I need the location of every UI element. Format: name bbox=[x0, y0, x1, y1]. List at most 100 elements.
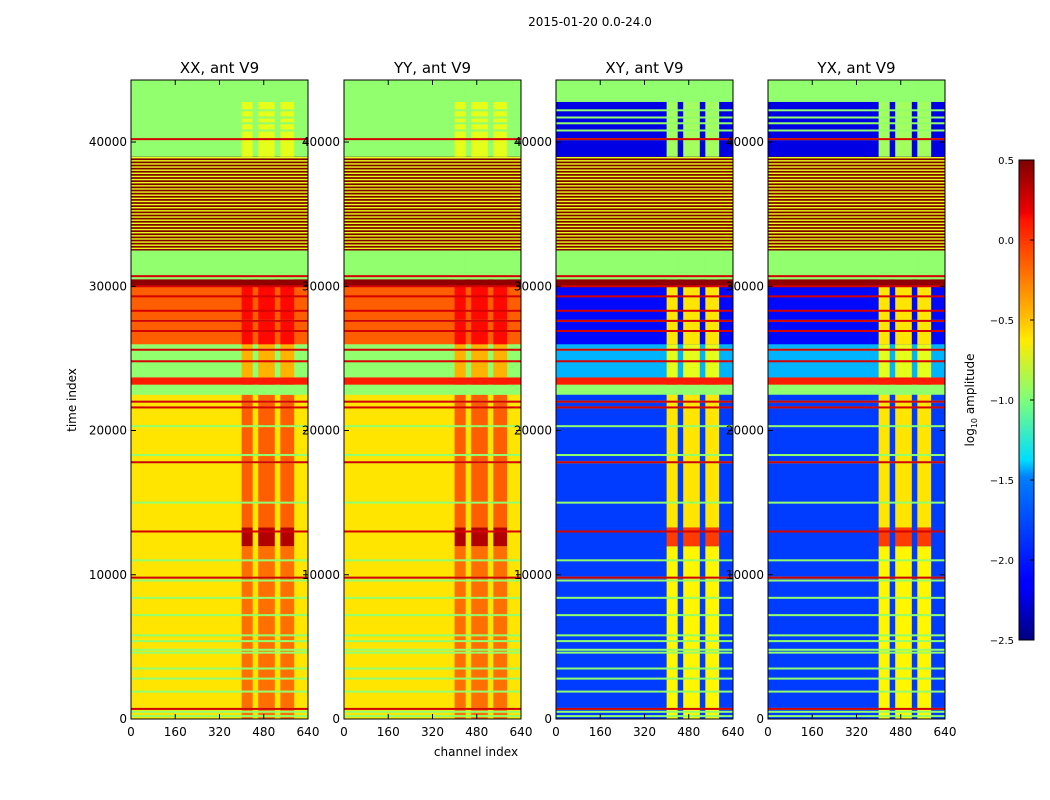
heatmap-band bbox=[493, 279, 508, 287]
high-amplitude-row bbox=[131, 707, 308, 710]
x-tick-label: 480 bbox=[252, 725, 275, 739]
heatmap-band bbox=[666, 394, 678, 528]
heatmap-block bbox=[344, 377, 521, 385]
high-amplitude-row bbox=[344, 295, 521, 298]
heatmap-band bbox=[666, 384, 678, 395]
flagged-row bbox=[768, 501, 945, 504]
flagged-row bbox=[344, 210, 521, 212]
high-amplitude-row bbox=[556, 285, 733, 288]
flagged-row bbox=[344, 241, 521, 243]
flagged-row bbox=[131, 235, 308, 237]
flagged-row bbox=[556, 156, 733, 159]
flagged-row bbox=[556, 238, 733, 240]
heatmap-band bbox=[895, 101, 912, 157]
high-amplitude-row bbox=[131, 275, 308, 278]
flagged-row bbox=[344, 454, 521, 457]
heatmap-band bbox=[258, 279, 275, 287]
flagged-row bbox=[768, 241, 945, 243]
colorbar-label: log10 amplitude bbox=[963, 354, 979, 447]
high-amplitude-row bbox=[768, 329, 945, 332]
flagged-row bbox=[344, 160, 521, 162]
heatmap-band bbox=[878, 80, 890, 102]
y-tick-label: 40000 bbox=[302, 135, 340, 149]
flagged-row bbox=[131, 116, 308, 119]
flagged-row bbox=[768, 648, 945, 651]
panel-xy: XY, ant V9 0 160 320 480 640 0 10000 20000 30000 4… bbox=[514, 59, 745, 739]
high-amplitude-row bbox=[131, 329, 308, 332]
colorbar-tick-label: 0.0 bbox=[998, 236, 1014, 247]
flagged-row bbox=[556, 247, 733, 250]
heatmap-band bbox=[895, 250, 912, 280]
heatmap-band bbox=[241, 545, 253, 720]
heatmap-band bbox=[241, 250, 253, 280]
x-tick-label: 320 bbox=[208, 725, 231, 739]
heatmap-band bbox=[705, 101, 720, 157]
flagged-row bbox=[768, 188, 945, 190]
flagged-row bbox=[768, 235, 945, 237]
flagged-row bbox=[344, 596, 521, 599]
high-amplitude-row bbox=[131, 295, 308, 298]
heatmap-band bbox=[258, 80, 275, 102]
high-amplitude-row bbox=[556, 530, 733, 533]
flagged-row bbox=[768, 203, 945, 206]
flagged-row bbox=[768, 559, 945, 562]
heatmap-band bbox=[705, 250, 720, 280]
heatmap-band bbox=[683, 545, 700, 720]
colorbar-ticks: 0.5 0.0 −0.5 −1.0 −1.5 −2.0 −2.5 bbox=[990, 156, 1034, 647]
y-tick-label: 30000 bbox=[514, 279, 552, 293]
heatmap-band bbox=[705, 527, 720, 547]
flagged-row bbox=[344, 203, 521, 206]
flagged-row bbox=[344, 222, 521, 225]
y-tick-label: 30000 bbox=[726, 279, 764, 293]
flagged-row bbox=[344, 710, 521, 713]
flagged-row bbox=[344, 235, 521, 237]
high-amplitude-row bbox=[556, 138, 733, 141]
flagged-row bbox=[556, 501, 733, 504]
flagged-row bbox=[131, 175, 308, 178]
flagged-row bbox=[768, 163, 945, 165]
high-amplitude-row bbox=[556, 461, 733, 464]
flagged-row bbox=[344, 166, 521, 168]
heatmap-band bbox=[280, 80, 295, 102]
flagged-row bbox=[131, 244, 308, 246]
flagged-row bbox=[768, 200, 945, 203]
flagged-row bbox=[131, 425, 308, 428]
flagged-row bbox=[768, 667, 945, 670]
high-amplitude-row bbox=[344, 138, 521, 141]
heatmap-band bbox=[471, 377, 488, 385]
x-tick-label: 0 bbox=[764, 725, 772, 739]
flagged-row bbox=[768, 194, 945, 196]
flagged-row bbox=[768, 197, 945, 200]
y-tick-label: 40000 bbox=[514, 135, 552, 149]
y-tick-label: 10000 bbox=[302, 568, 340, 582]
heatmap-band bbox=[471, 527, 488, 547]
high-amplitude-row bbox=[768, 707, 945, 710]
y-tick-label: 0 bbox=[332, 712, 340, 726]
x-tick-label: 160 bbox=[164, 725, 187, 739]
flagged-row bbox=[131, 225, 308, 228]
heatmap-band bbox=[917, 377, 932, 385]
high-amplitude-row bbox=[131, 576, 308, 579]
flagged-row bbox=[344, 677, 521, 680]
flagged-row bbox=[131, 454, 308, 457]
flagged-row bbox=[556, 213, 733, 215]
flagged-row bbox=[768, 156, 945, 159]
heatmap-band bbox=[241, 527, 253, 547]
heatmap-band bbox=[666, 101, 678, 157]
flagged-row bbox=[556, 175, 733, 178]
x-tick-label: 160 bbox=[801, 725, 824, 739]
heatmap-band bbox=[241, 101, 253, 157]
high-amplitude-row bbox=[131, 461, 308, 464]
heatmap-band bbox=[454, 279, 466, 287]
heatmap-band bbox=[895, 279, 912, 287]
panel-title: YX, ant V9 bbox=[816, 59, 895, 77]
heatmap-band bbox=[705, 394, 720, 528]
high-amplitude-row bbox=[344, 348, 521, 351]
heatmap-band bbox=[454, 80, 466, 102]
flagged-row bbox=[556, 178, 733, 181]
heatmap-band bbox=[895, 527, 912, 547]
high-amplitude-row bbox=[556, 576, 733, 579]
y-axis-label: time index bbox=[65, 368, 79, 432]
flagged-row bbox=[556, 172, 733, 175]
flagged-row bbox=[556, 648, 733, 651]
